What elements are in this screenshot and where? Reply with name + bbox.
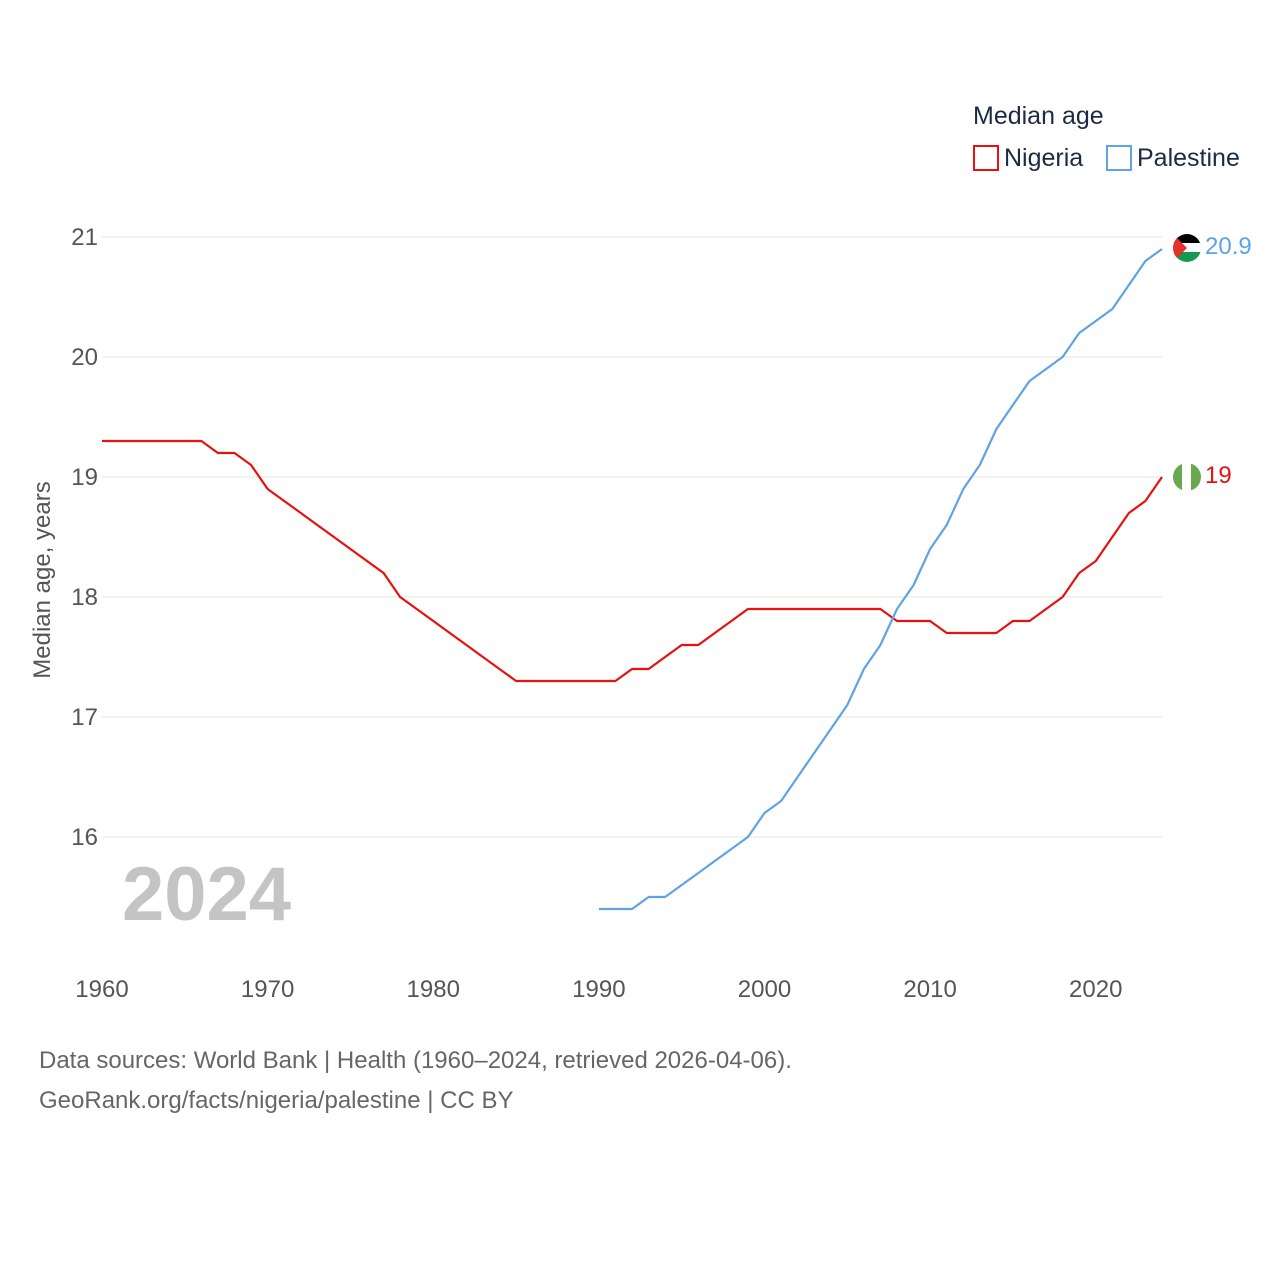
x-tick-label: 1980 [407, 976, 460, 1003]
year-watermark: 2024 [122, 852, 291, 937]
x-tick-label: 2020 [1069, 976, 1122, 1003]
x-tick-label: 1990 [572, 976, 625, 1003]
end-label-nigeria: 19 [1205, 462, 1232, 489]
y-axis-ticks: 16 17 18 19 20 21 [71, 224, 98, 851]
end-label-palestine: 20.9 [1205, 233, 1252, 260]
gridlines [102, 236, 1162, 838]
series-line-nigeria[interactable] [102, 439, 1163, 683]
nigeria-flag-icon [1173, 463, 1201, 491]
legend: Median age Nigeria Palestine [973, 102, 1240, 172]
x-tick-label: 2010 [903, 976, 956, 1003]
legend-title: Median age [973, 102, 1104, 130]
legend-swatch-palestine [1106, 145, 1132, 171]
x-tick-label: 1970 [241, 976, 294, 1003]
y-axis-title: Median age, years [29, 481, 56, 678]
series-line-palestine[interactable] [598, 248, 1163, 911]
x-tick-label: 2000 [738, 976, 791, 1003]
footer-sources: Data sources: World Bank | Health (1960–… [39, 1047, 792, 1074]
y-tick-label: 17 [71, 704, 98, 731]
legend-label-palestine: Palestine [1137, 144, 1240, 172]
palestine-flag-icon [1173, 234, 1201, 262]
legend-swatch-nigeria [973, 145, 999, 171]
y-tick-label: 20 [71, 344, 98, 371]
y-tick-label: 19 [71, 464, 98, 491]
legend-item-nigeria[interactable]: Nigeria [973, 144, 1083, 172]
y-tick-label: 18 [71, 584, 98, 611]
y-tick-label: 16 [71, 824, 98, 851]
x-tick-label: 1960 [75, 976, 128, 1003]
x-axis-ticks: 1960 1970 1980 1990 2000 2010 2020 [75, 976, 1122, 1003]
legend-label-nigeria: Nigeria [1004, 144, 1083, 172]
footer-credit[interactable]: GeoRank.org/facts/nigeria/palestine | CC… [39, 1087, 513, 1114]
legend-item-palestine[interactable]: Palestine [1106, 144, 1240, 172]
y-tick-label: 21 [71, 224, 98, 251]
series-lines [102, 248, 1163, 911]
